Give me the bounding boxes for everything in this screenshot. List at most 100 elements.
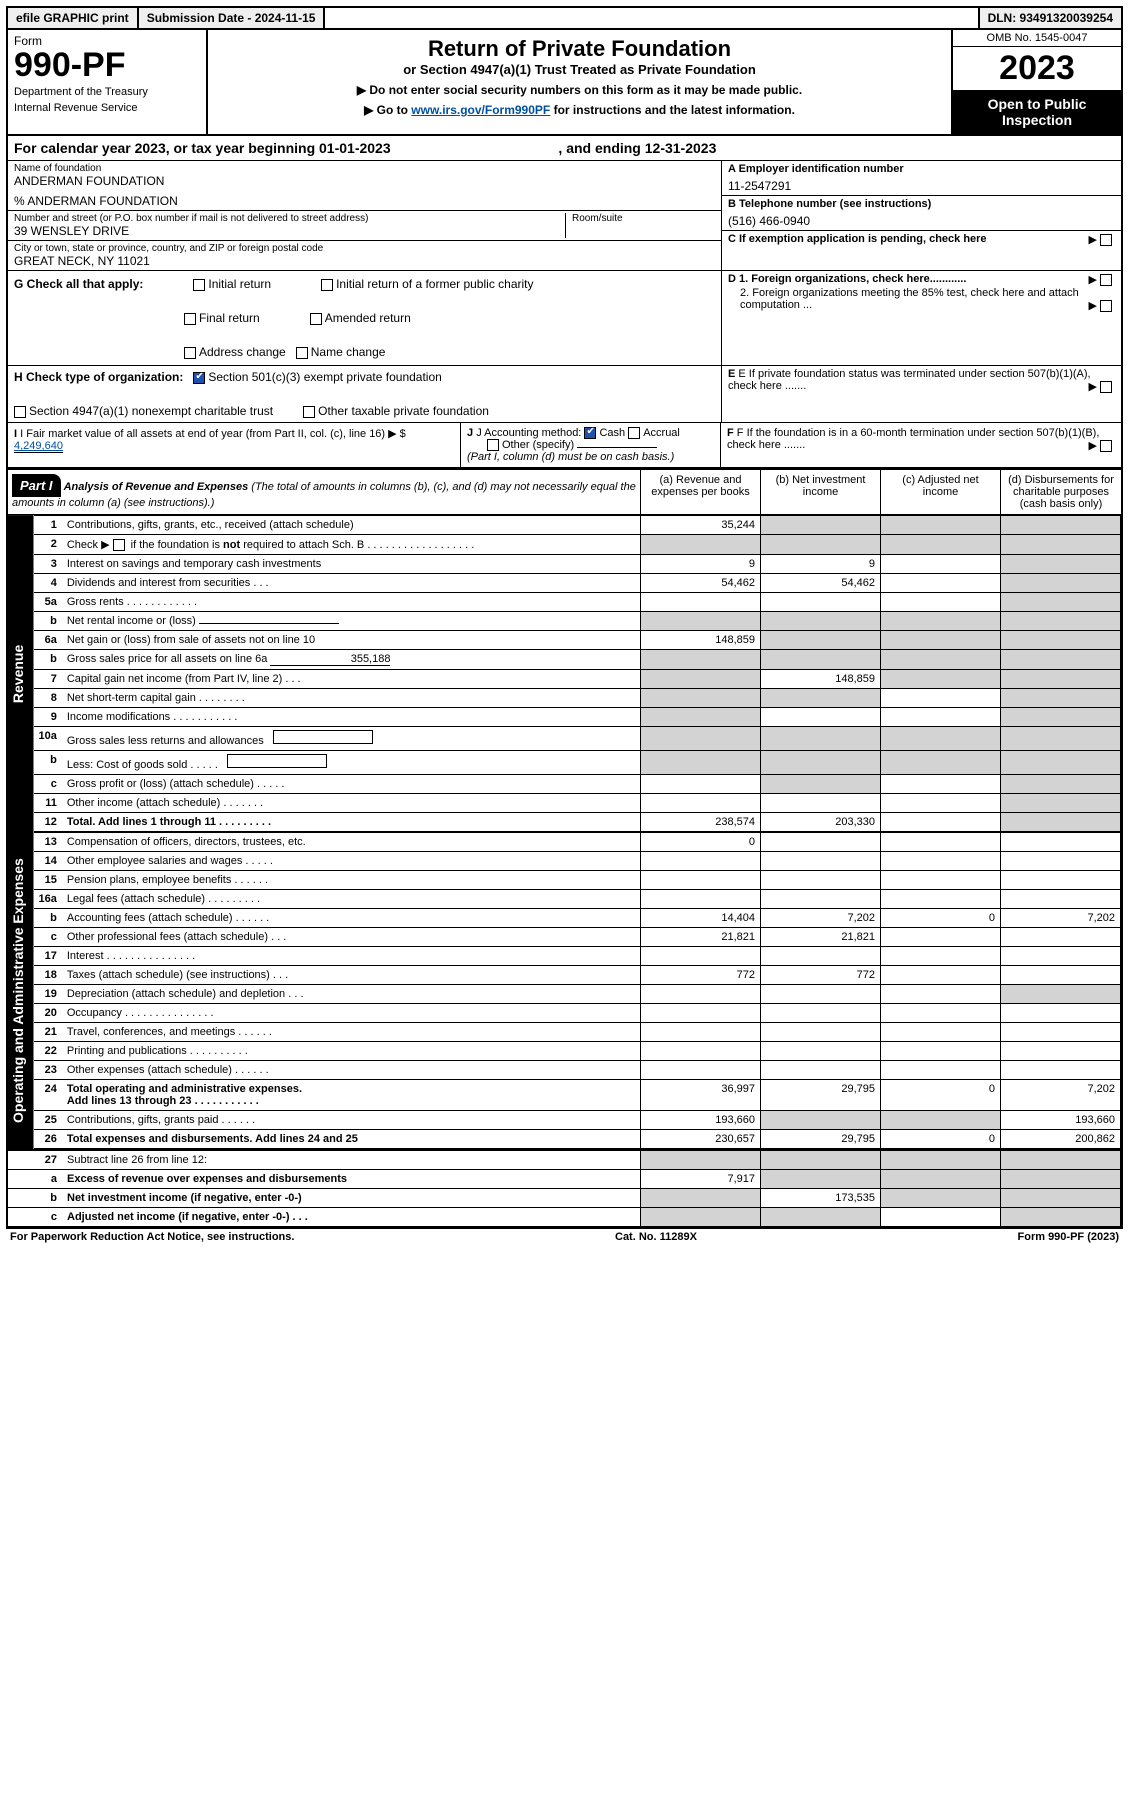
g-initial-former-checkbox[interactable] [321, 279, 333, 291]
expenses-table: 13Compensation of officers, directors, t… [34, 832, 1122, 1149]
table-row: 2Check ▶ if the foundation is not requir… [34, 535, 1121, 555]
table-row: bNet investment income (if negative, ent… [8, 1189, 1121, 1208]
street-address: 39 WENSLEY DRIVE [14, 224, 565, 238]
revenue-section: Revenue 1Contributions, gifts, grants, e… [8, 515, 1121, 832]
c-checkbox[interactable] [1100, 234, 1112, 246]
summary-table: 27Subtract line 26 from line 12: aExcess… [8, 1149, 1121, 1227]
table-row: 4Dividends and interest from securities … [34, 574, 1121, 593]
h-4947-checkbox[interactable] [14, 406, 26, 418]
c-label: C If exemption application is pending, c… [728, 233, 987, 245]
g-o2: Initial return of a former public charit… [336, 277, 533, 291]
table-row: cOther professional fees (attach schedul… [34, 928, 1121, 947]
footer-mid: Cat. No. 11289X [615, 1231, 697, 1243]
omb-number: OMB No. 1545-0047 [953, 30, 1121, 47]
cal-begin: For calendar year 2023, or tax year begi… [14, 140, 391, 156]
revenue-table: 1Contributions, gifts, grants, etc., rec… [34, 515, 1122, 832]
table-row: 26Total expenses and disbursements. Add … [34, 1130, 1121, 1149]
r5b-desc: Net rental income or (loss) [67, 615, 199, 627]
j-other-checkbox[interactable] [487, 439, 499, 451]
foundation-name-cell: Name of foundation ANDERMAN FOUNDATION %… [8, 161, 721, 211]
d2-checkbox[interactable] [1100, 300, 1112, 312]
part1-header: Part I Analysis of Revenue and Expenses … [8, 468, 1121, 515]
table-row: aExcess of revenue over expenses and dis… [8, 1170, 1121, 1189]
dept-label: Department of the Treasury [14, 86, 200, 98]
table-row: bNet rental income or (loss) [34, 612, 1121, 631]
h-other-checkbox[interactable] [303, 406, 315, 418]
j-accrual-checkbox[interactable] [628, 427, 640, 439]
j-accrual: Accrual [643, 427, 680, 439]
table-row: 12Total. Add lines 1 through 11 . . . . … [34, 813, 1121, 832]
table-row: 14Other employee salaries and wages . . … [34, 852, 1121, 871]
g-o1: Initial return [208, 277, 271, 291]
topbar-spacer [325, 8, 979, 28]
j-note: (Part I, column (d) must be on cash basi… [467, 451, 674, 463]
g-name-change-checkbox[interactable] [296, 347, 308, 359]
d1-label: D 1. Foreign organizations, check here..… [728, 273, 966, 285]
table-row: 1Contributions, gifts, grants, etc., rec… [34, 516, 1121, 535]
ein-cell: A Employer identification number 11-2547… [722, 161, 1121, 196]
table-row: bAccounting fees (attach schedule) . . .… [34, 909, 1121, 928]
exemption-pending-cell: C If exemption application is pending, c… [722, 231, 1121, 247]
h-501c3-checkbox[interactable] [193, 372, 205, 384]
h-label: H Check type of organization: [14, 370, 183, 384]
city-cell: City or town, state or province, country… [8, 241, 721, 270]
g-amended-checkbox[interactable] [310, 313, 322, 325]
dln-label: DLN: 93491320039254 [980, 8, 1121, 28]
top-bar: efile GRAPHIC print Submission Date - 20… [6, 6, 1123, 30]
g-o5: Address change [199, 345, 286, 359]
table-row: bGross sales price for all assets on lin… [34, 650, 1121, 670]
calendar-year-row: For calendar year 2023, or tax year begi… [8, 136, 1121, 161]
g-label: G Check all that apply: [14, 277, 143, 291]
table-row: 25Contributions, gifts, grants paid . . … [34, 1111, 1121, 1130]
table-row: 15Pension plans, employee benefits . . .… [34, 871, 1121, 890]
g-final-return-checkbox[interactable] [184, 313, 196, 325]
entity-block: Name of foundation ANDERMAN FOUNDATION %… [8, 161, 1121, 271]
form990pf-link[interactable]: www.irs.gov/Form990PF [411, 103, 550, 117]
e-checkbox[interactable] [1100, 381, 1112, 393]
schb-checkbox[interactable] [113, 539, 125, 551]
r6b-desc: Gross sales price for all assets on line… [67, 653, 268, 665]
g-initial-return-checkbox[interactable] [193, 279, 205, 291]
table-row: 19Depreciation (attach schedule) and dep… [34, 985, 1121, 1004]
city-state-zip: GREAT NECK, NY 11021 [14, 254, 715, 268]
table-row: 5aGross rents . . . . . . . . . . . . [34, 593, 1121, 612]
g-d-block: G Check all that apply: Initial return I… [8, 271, 1121, 366]
address-cell: Number and street (or P.O. box number if… [8, 211, 721, 241]
page-footer: For Paperwork Reduction Act Notice, see … [6, 1229, 1123, 1245]
f-block: F F If the foundation is in a 60-month t… [721, 423, 1121, 467]
f-checkbox[interactable] [1100, 440, 1112, 452]
g-o4: Amended return [325, 311, 411, 325]
r6b-val: 355,188 [270, 653, 390, 666]
g-address-change-checkbox[interactable] [184, 347, 196, 359]
table-row: 20Occupancy . . . . . . . . . . . . . . … [34, 1004, 1121, 1023]
table-row: 16aLegal fees (attach schedule) . . . . … [34, 890, 1121, 909]
addr-label: Number and street (or P.O. box number if… [14, 213, 565, 224]
i-j-f-block: I I Fair market value of all assets at e… [8, 423, 1121, 468]
j-cash-checkbox[interactable] [584, 427, 596, 439]
table-row: 18Taxes (attach schedule) (see instructi… [34, 966, 1121, 985]
col-a-header: (a) Revenue and expenses per books [641, 470, 761, 514]
header-right: OMB No. 1545-0047 2023 Open to Public In… [951, 30, 1121, 134]
table-row: 3Interest on savings and temporary cash … [34, 555, 1121, 574]
inst2-pre: ▶ Go to [364, 103, 411, 117]
cal-end: , and ending 12-31-2023 [558, 140, 716, 156]
table-row: 7Capital gain net income (from Part IV, … [34, 670, 1121, 689]
g-o6: Name change [311, 345, 386, 359]
col-c-header: (c) Adjusted net income [881, 470, 1001, 514]
room-label: Room/suite [572, 213, 715, 224]
j-other: Other (specify) [502, 439, 574, 451]
table-row: 6aNet gain or (loss) from sale of assets… [34, 631, 1121, 650]
table-row: 21Travel, conferences, and meetings . . … [34, 1023, 1121, 1042]
d1-checkbox[interactable] [1100, 274, 1112, 286]
phone-label: B Telephone number (see instructions) [728, 198, 1115, 210]
foundation-name: ANDERMAN FOUNDATION [14, 174, 715, 188]
j-cash: Cash [599, 427, 625, 439]
fmv-value[interactable]: 4,249,640 [14, 440, 63, 453]
submission-date: Submission Date - 2024-11-15 [139, 8, 326, 28]
footer-right: Form 990-PF (2023) [1018, 1231, 1120, 1243]
table-row: 8Net short-term capital gain . . . . . .… [34, 689, 1121, 708]
instruction-2: ▶ Go to www.irs.gov/Form990PF for instru… [214, 103, 945, 117]
footer-left: For Paperwork Reduction Act Notice, see … [10, 1231, 294, 1243]
part1-title: Analysis of Revenue and Expenses [64, 481, 249, 493]
table-row: cGross profit or (loss) (attach schedule… [34, 775, 1121, 794]
